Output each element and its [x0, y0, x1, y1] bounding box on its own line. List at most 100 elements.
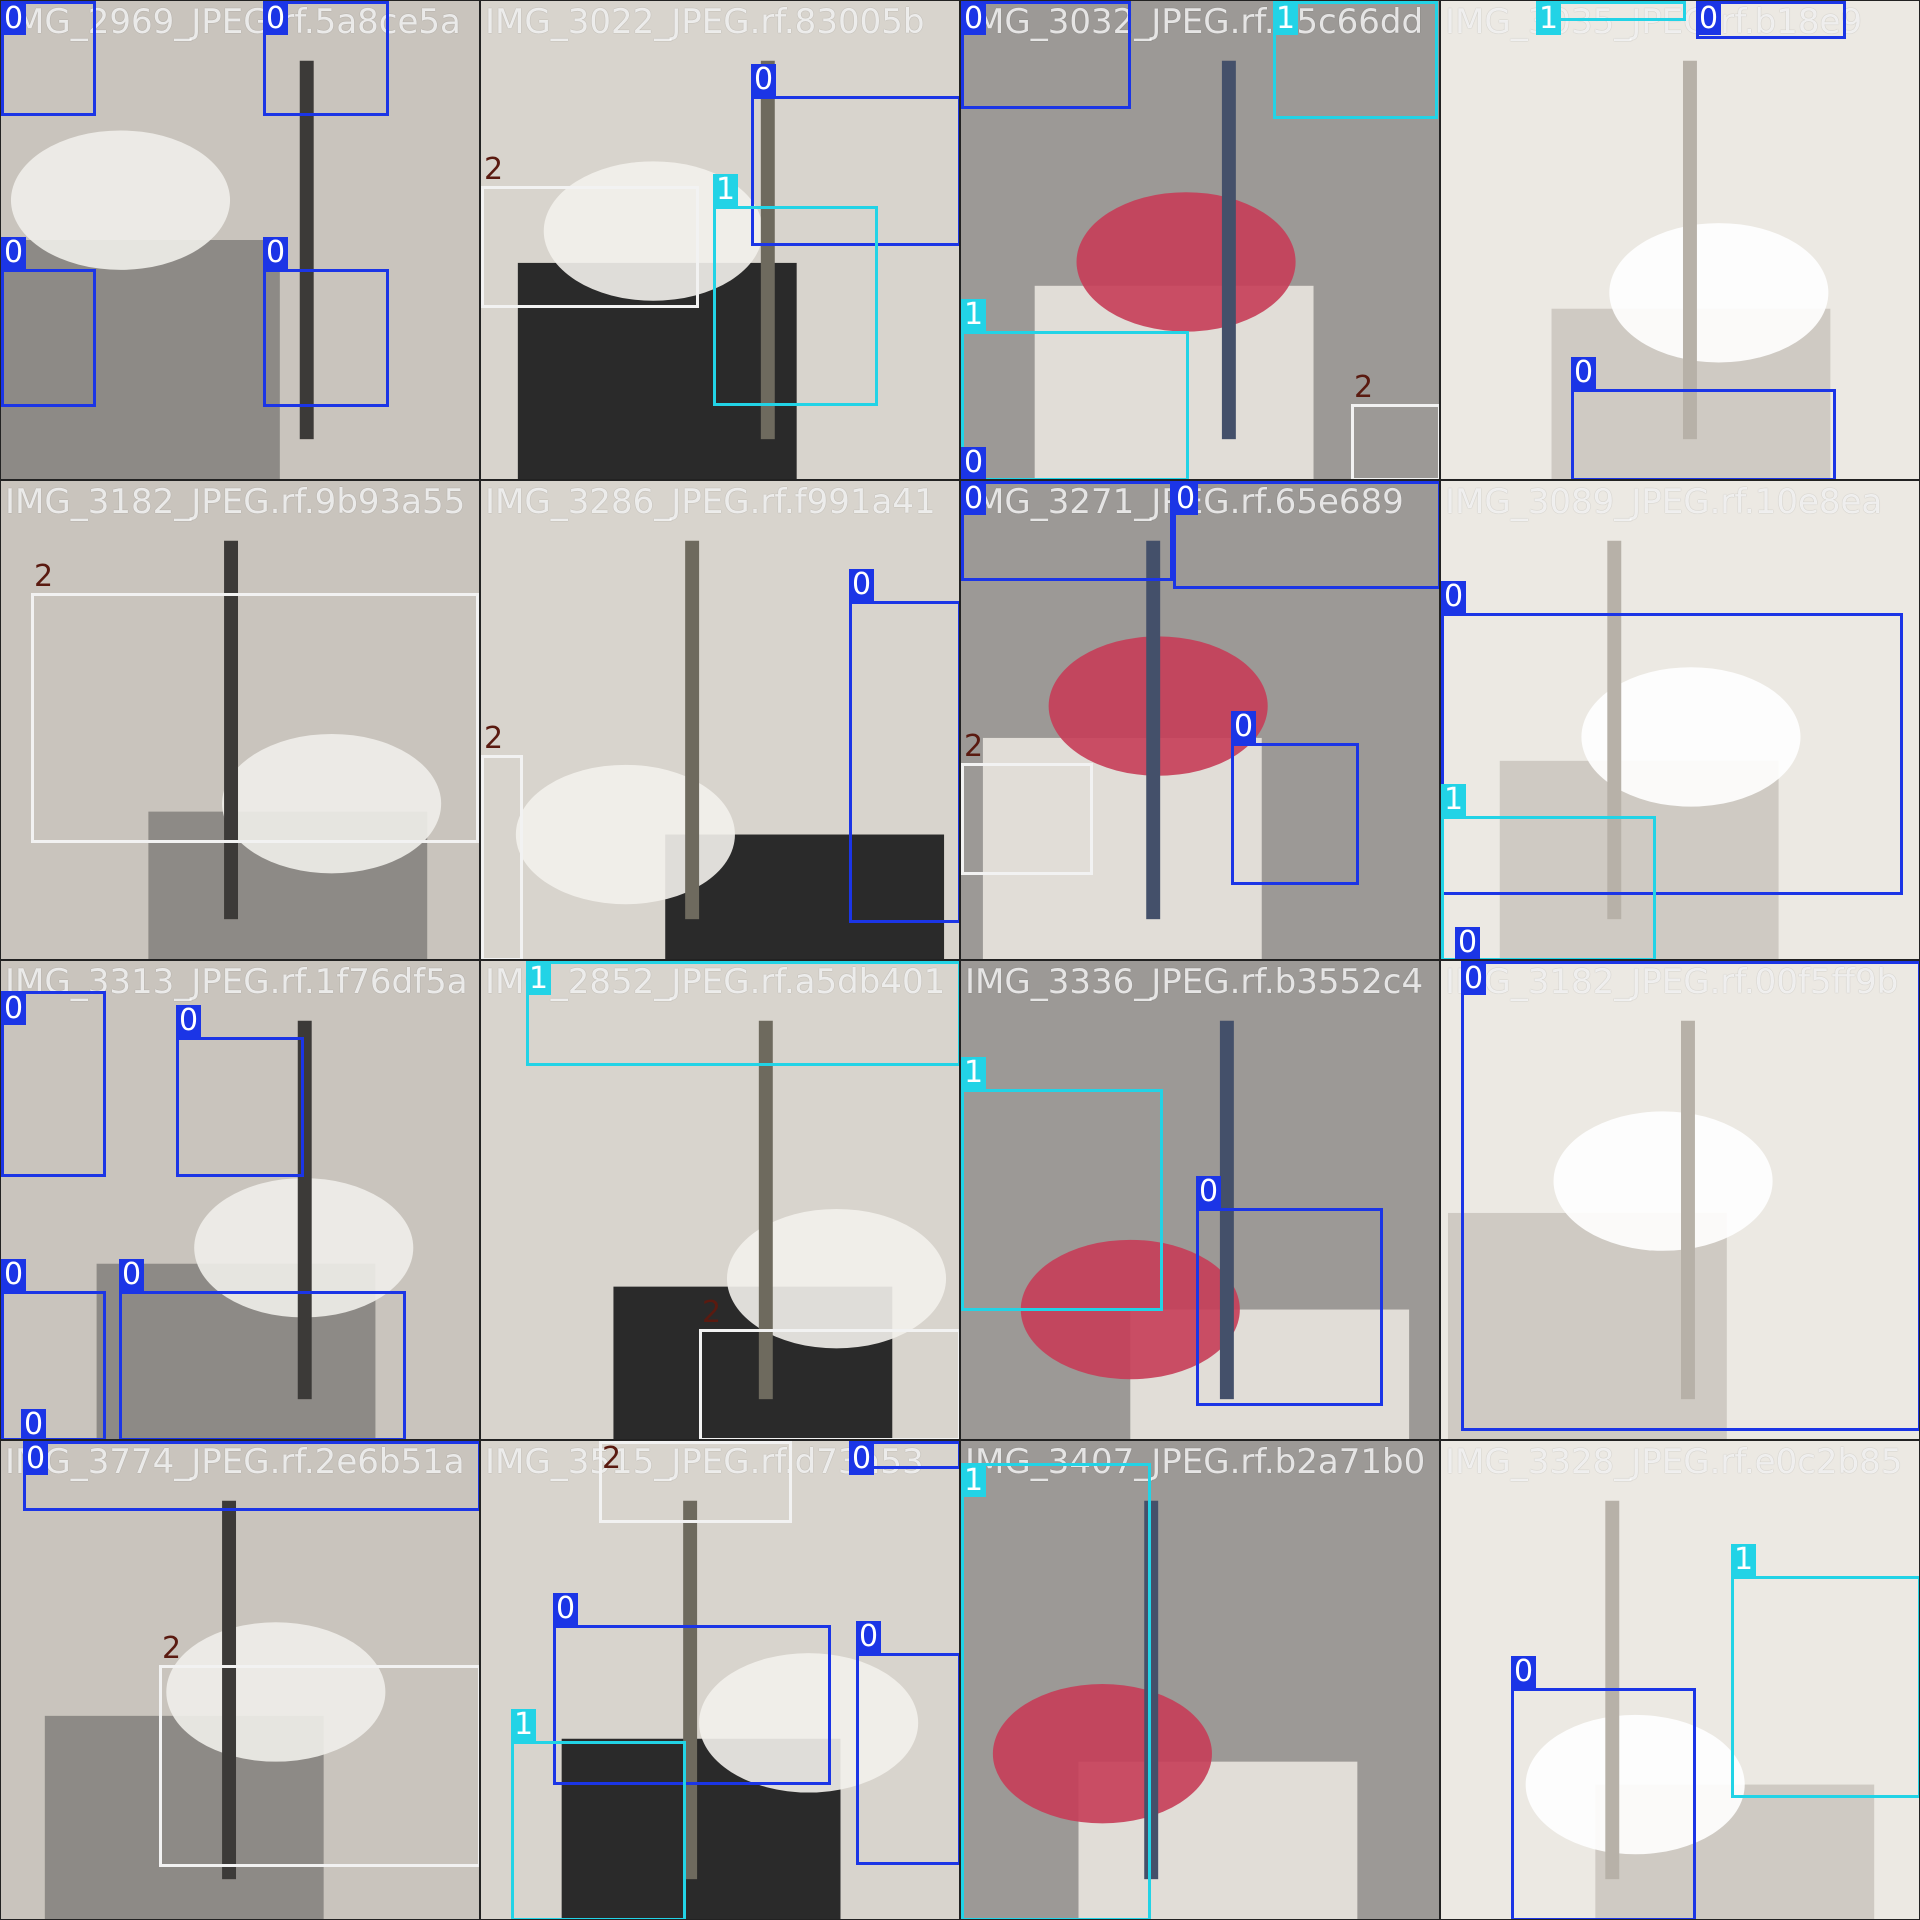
bounding-box-class-0 [751, 96, 959, 246]
photo-placeholder [1441, 1, 1919, 479]
bounding-box-class-1 [511, 1741, 686, 1919]
mosaic-tile: IMG_3182_JPEG.rf.00f5ff9b 0 [1440, 960, 1920, 1440]
class-label-tag: 1 [961, 1057, 987, 1089]
bounding-box-class-2 [481, 186, 699, 308]
bounding-box-class-2 [1351, 404, 1439, 479]
class-label-tag: 0 [1, 3, 27, 35]
bounding-box-class-0 [961, 1, 1131, 109]
class-label-tag: 0 [23, 1443, 49, 1475]
class-label-tag: 0 [856, 1621, 882, 1653]
bounding-box-class-0 [1, 1291, 106, 1439]
mosaic-tile: IMG_3032_JPEG.rf.15c66dd 0 1 1 0 2 [960, 0, 1440, 480]
bounding-box-class-0 [849, 601, 959, 923]
mosaic-tile: IMG_3407_JPEG.rf.b2a71b0 1 [960, 1440, 1440, 1920]
class-label-tag: 0 [553, 1593, 579, 1625]
class-label-tag: 0 [1461, 963, 1487, 995]
bounding-box-class-0 [1511, 1688, 1696, 1919]
photo-placeholder [481, 481, 959, 959]
bounding-box-class-2 [481, 755, 523, 959]
bounding-box-class-0 [23, 1441, 479, 1511]
class-label-tag: 0 [1196, 1176, 1222, 1208]
photo-placeholder [1, 1, 479, 479]
photo-placeholder [1441, 1441, 1919, 1919]
mosaic-tile: IMG_3774_JPEG.rf.2e6b51a 0 2 [0, 1440, 480, 1920]
class-label-tag: 0 [961, 447, 987, 479]
class-label-tag: 0 [751, 64, 777, 96]
class-label-tag: 2 [964, 729, 984, 764]
class-label-tag: 1 [1273, 3, 1299, 35]
bounding-box-class-0 [1, 991, 106, 1177]
photo-placeholder [481, 961, 959, 1439]
class-label-tag: 2 [484, 152, 504, 187]
bounding-box-class-2 [699, 1329, 959, 1439]
class-label-tag: 1 [961, 299, 987, 331]
bounding-box-class-0 [961, 481, 1173, 581]
class-label-tag: 1 [1441, 784, 1467, 816]
class-label-tag: 2 [602, 1441, 622, 1476]
photo-placeholder [961, 1, 1439, 479]
bounding-box-class-0 [1461, 961, 1919, 1431]
bounding-box-class-0 [176, 1037, 304, 1177]
class-label-tag: 1 [1536, 3, 1562, 35]
class-label-tag: 0 [263, 237, 289, 269]
class-label-tag: 0 [961, 3, 987, 35]
bounding-box-class-0 [856, 1653, 959, 1865]
bounding-box-class-0 [1571, 389, 1836, 479]
mosaic-tile: IMG_3328_JPEG.rf.e0c2b85 1 0 [1440, 1440, 1920, 1920]
mosaic-tile: IMG_3286_JPEG.rf.f991a41 0 2 [480, 480, 960, 960]
class-label-tag: 0 [1441, 581, 1467, 613]
bounding-box-class-0 [263, 269, 389, 407]
photo-placeholder [961, 1441, 1439, 1919]
photo-placeholder [1, 1441, 479, 1919]
class-label-tag: 2 [162, 1631, 182, 1666]
class-label-tag: 0 [1511, 1656, 1537, 1688]
class-label-tag: 0 [119, 1259, 145, 1291]
class-label-tag: 2 [702, 1295, 722, 1330]
photo-placeholder [1, 481, 479, 959]
mosaic-tile: IMG_3336_JPEG.rf.b3552c4 1 0 [960, 960, 1440, 1440]
mosaic-tile: IMG_3022_JPEG.rf.83005b 0 1 2 [480, 0, 960, 480]
mosaic-tile: IMG_3035_JPEG.rf.b18e9 1 0 0 [1440, 0, 1920, 480]
bounding-box-class-1 [961, 1463, 1151, 1919]
bounding-box-class-0 [1173, 481, 1439, 589]
class-label-tag: 0 [849, 1443, 875, 1475]
bounding-box-class-0 [1441, 613, 1903, 895]
bounding-box-class-1 [1273, 1, 1438, 119]
class-label-tag: 0 [1173, 483, 1199, 515]
mosaic-tile: IMG_3182_JPEG.rf.9b93a55 2 [0, 480, 480, 960]
bounding-box-class-2 [31, 593, 479, 843]
class-label-tag: 1 [511, 1709, 537, 1741]
class-label-tag: 0 [1455, 927, 1481, 959]
class-label-tag: 1 [961, 1465, 987, 1497]
class-label-tag: 0 [1, 237, 27, 269]
class-label-tag: 0 [961, 483, 987, 515]
bounding-box-class-1 [961, 1089, 1163, 1311]
bounding-box-class-1 [526, 961, 959, 1066]
photo-placeholder [1441, 481, 1919, 959]
class-label-tag: 0 [1696, 3, 1722, 35]
bounding-box-class-0 [263, 1, 389, 116]
photo-placeholder [961, 481, 1439, 959]
mosaic-tile: IMG_2969_JPEG.rf.5a8ce5a 0 0 0 0 [0, 0, 480, 480]
bounding-box-class-1 [713, 206, 878, 406]
bounding-box-class-0 [1, 1, 96, 116]
class-label-tag: 0 [849, 569, 875, 601]
photo-placeholder [1441, 961, 1919, 1439]
mosaic-tile: IMG_3515_JPEG.rf.d73a53 2 0 0 1 0 [480, 1440, 960, 1920]
class-label-tag: 0 [1231, 711, 1257, 743]
bounding-box-class-2 [159, 1665, 479, 1867]
class-label-tag: 1 [526, 963, 552, 995]
bounding-box-class-1 [1441, 816, 1656, 959]
class-label-tag: 0 [1, 1259, 27, 1291]
photo-placeholder [961, 961, 1439, 1439]
bounding-box-class-0 [119, 1291, 406, 1439]
bounding-box-class-0 [1196, 1208, 1383, 1406]
class-label-tag: 2 [484, 721, 504, 756]
class-label-tag: 0 [176, 1005, 202, 1037]
class-label-tag: 0 [1571, 357, 1597, 389]
mosaic-tile: IMG_2852_JPEG.rf.a5db401 1 2 [480, 960, 960, 1440]
photo-placeholder [481, 1, 959, 479]
class-label-tag: 0 [21, 1409, 47, 1439]
class-label-tag: 0 [1, 993, 27, 1025]
